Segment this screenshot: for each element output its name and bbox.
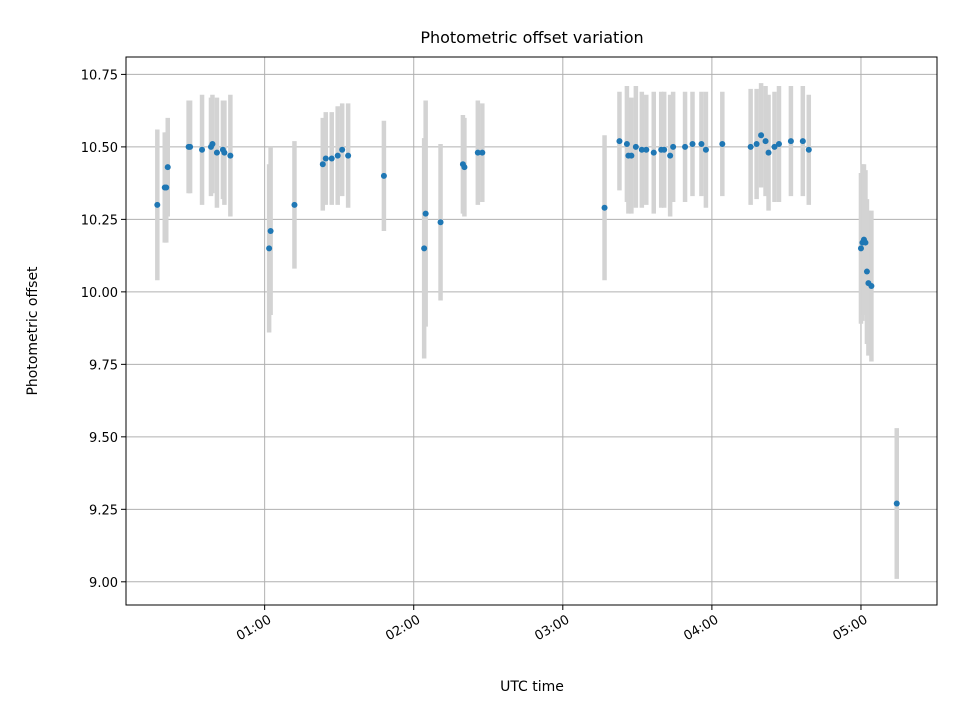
data-point xyxy=(227,152,234,159)
x-tick-label: 02:00 xyxy=(383,612,423,644)
data-point xyxy=(345,152,352,159)
y-tick-label: 10.75 xyxy=(81,68,118,83)
y-tick-label: 9.75 xyxy=(89,358,118,373)
data-point xyxy=(461,164,468,171)
data-point xyxy=(771,143,778,150)
data-point xyxy=(474,149,481,156)
data-point xyxy=(322,155,329,162)
data-point xyxy=(661,146,668,153)
data-point xyxy=(799,138,806,145)
data-point xyxy=(863,268,870,275)
data-point xyxy=(670,143,677,150)
data-point xyxy=(213,149,220,156)
data-point xyxy=(650,149,657,156)
data-point xyxy=(422,210,429,217)
data-point xyxy=(775,140,782,147)
data-point xyxy=(698,140,705,147)
data-point xyxy=(221,149,228,156)
data-point xyxy=(616,138,623,145)
data-point xyxy=(163,184,170,191)
data-point xyxy=(893,500,900,507)
data-point xyxy=(479,149,486,156)
data-point xyxy=(199,146,206,153)
data-point xyxy=(187,143,194,150)
data-point xyxy=(638,146,645,153)
data-point xyxy=(319,161,326,168)
data-point xyxy=(632,143,639,150)
data-point xyxy=(762,138,769,145)
data-point xyxy=(805,146,812,153)
error-bars xyxy=(155,83,899,579)
data-point xyxy=(702,146,709,153)
data-point xyxy=(266,245,273,252)
data-point xyxy=(267,227,274,234)
y-axis-label: Photometric offset xyxy=(25,266,41,396)
data-point xyxy=(689,140,696,147)
data-point xyxy=(758,132,765,139)
data-point xyxy=(719,140,726,147)
data-point xyxy=(643,146,650,153)
data-point xyxy=(164,164,171,171)
y-tick-label: 10.00 xyxy=(81,286,118,301)
y-tick-label: 10.50 xyxy=(81,141,118,156)
data-point xyxy=(623,140,630,147)
y-tick-label: 9.00 xyxy=(89,576,118,591)
x-tick-label: 05:00 xyxy=(830,612,870,644)
data-point xyxy=(667,152,674,159)
data-point xyxy=(380,172,387,179)
x-tick-label: 04:00 xyxy=(681,612,721,644)
data-point xyxy=(291,201,298,208)
y-tick-label: 10.25 xyxy=(81,213,118,228)
data-point xyxy=(747,143,754,150)
data-points xyxy=(154,132,900,507)
data-point xyxy=(437,219,444,226)
y-axis-ticks: 9.00 9.25 9.50 9.75 10.00 10.25 10.50 10.75 xyxy=(81,68,126,591)
grid-lines xyxy=(126,57,937,605)
y-tick-label: 9.25 xyxy=(89,503,118,518)
data-point xyxy=(601,204,608,211)
data-point xyxy=(209,140,216,147)
data-point xyxy=(862,239,869,246)
x-tick-label: 03:00 xyxy=(532,612,572,644)
x-axis-ticks: 01:00 02:00 03:00 04:00 05:00 xyxy=(234,605,870,644)
data-point xyxy=(857,245,864,252)
data-point xyxy=(682,143,689,150)
data-point xyxy=(868,283,875,290)
data-point xyxy=(154,201,161,208)
y-tick-label: 9.50 xyxy=(89,431,118,446)
data-point xyxy=(787,138,794,145)
data-point xyxy=(328,155,335,162)
x-axis-label: UTC time xyxy=(500,679,564,695)
data-point xyxy=(753,140,760,147)
data-point xyxy=(421,245,428,252)
data-point xyxy=(628,152,635,159)
chart-title: Photometric offset variation xyxy=(420,28,643,47)
data-point xyxy=(339,146,346,153)
data-point xyxy=(765,149,772,156)
x-tick-label: 01:00 xyxy=(234,612,274,644)
data-point xyxy=(334,152,341,159)
plot-frame xyxy=(125,56,938,606)
